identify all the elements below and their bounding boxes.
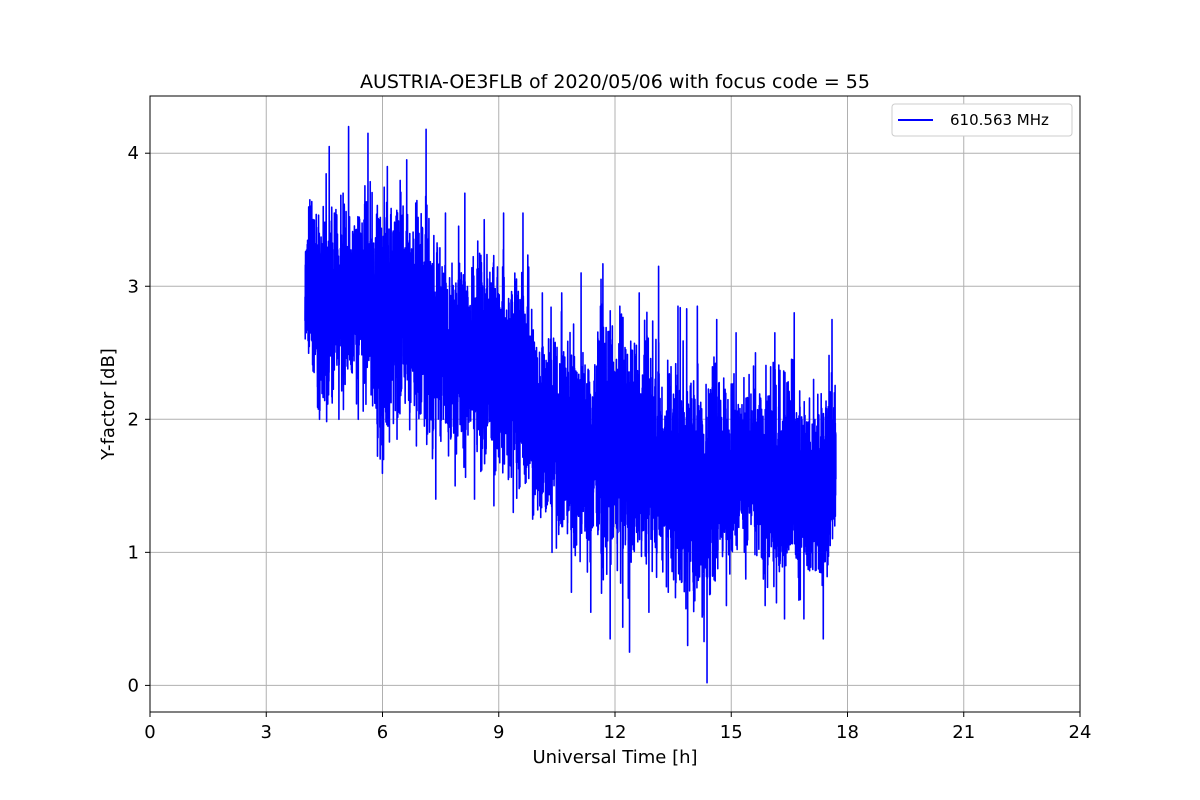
x-tick-label: 15 <box>720 722 743 743</box>
x-tick-label: 0 <box>144 722 155 743</box>
chart-title: AUSTRIA-OE3FLB of 2020/05/06 with focus … <box>360 71 870 93</box>
x-tick-label: 21 <box>952 722 975 743</box>
y-tick-label: 2 <box>128 409 139 430</box>
legend-label-610-563: 610.563 MHz <box>950 111 1049 129</box>
x-tick-label: 6 <box>377 722 388 743</box>
legend-box <box>891 103 1073 137</box>
series-line-0 <box>304 125 837 684</box>
x-axis-label: Universal Time [h] <box>532 747 697 768</box>
x-tick-label: 18 <box>836 722 859 743</box>
series-layer <box>304 125 837 684</box>
x-tick-label: 9 <box>493 722 504 743</box>
y-axis-label: Y-factor [dB] <box>98 348 119 461</box>
y-tick-label: 3 <box>128 276 139 297</box>
legend: 610.563 MHz <box>891 103 1073 137</box>
y-tick-label: 4 <box>128 143 139 164</box>
x-tick-label: 24 <box>1069 722 1092 743</box>
y-tick-label: 1 <box>128 542 139 563</box>
y-tick-label: 0 <box>128 675 139 696</box>
x-tick-label: 3 <box>261 722 272 743</box>
x-tick-label: 12 <box>604 722 627 743</box>
